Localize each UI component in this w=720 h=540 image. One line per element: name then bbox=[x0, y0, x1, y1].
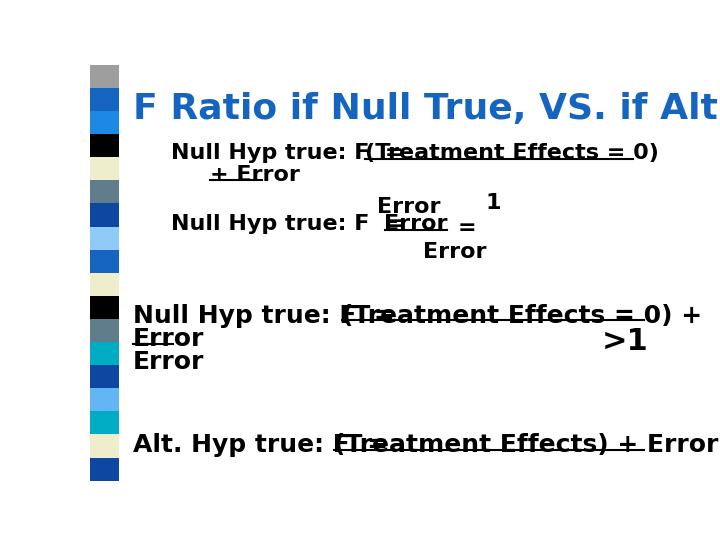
Text: Error: Error bbox=[377, 197, 440, 217]
Bar bbox=[90, 457, 120, 481]
Bar bbox=[90, 180, 120, 204]
Text: Null Hyp true: F  =: Null Hyp true: F = bbox=[132, 303, 412, 327]
Bar bbox=[90, 296, 120, 319]
Bar bbox=[90, 204, 120, 226]
Text: Alt. Hyp true: F  =: Alt. Hyp true: F = bbox=[132, 433, 405, 457]
Text: Error: Error bbox=[423, 242, 487, 262]
Text: Error: Error bbox=[132, 327, 204, 350]
Text: + Error: + Error bbox=[210, 165, 300, 185]
Text: Error: Error bbox=[384, 214, 447, 234]
Text: (Treatment Effects) + Error: (Treatment Effects) + Error bbox=[334, 433, 719, 457]
Text: Error: Error bbox=[132, 350, 204, 374]
Bar bbox=[90, 342, 120, 365]
Text: =: = bbox=[458, 218, 477, 238]
Bar bbox=[90, 249, 120, 273]
Text: >1: >1 bbox=[601, 327, 648, 356]
Text: (Treatment Effects = 0): (Treatment Effects = 0) bbox=[365, 143, 659, 163]
Bar bbox=[90, 434, 120, 457]
Text: F Ratio if Null True, VS. if Alt. True: F Ratio if Null True, VS. if Alt. True bbox=[132, 92, 720, 126]
Text: Null Hyp true: F  =: Null Hyp true: F = bbox=[171, 214, 404, 234]
Bar bbox=[90, 365, 120, 388]
Text: Null Hyp true: F  =: Null Hyp true: F = bbox=[171, 143, 419, 163]
Bar bbox=[90, 226, 120, 249]
Bar bbox=[90, 134, 120, 157]
Bar bbox=[90, 111, 120, 134]
Bar bbox=[90, 273, 120, 296]
Text: 1: 1 bbox=[485, 193, 500, 213]
Text: (Treatment Effects = 0) +: (Treatment Effects = 0) + bbox=[342, 303, 702, 327]
Bar bbox=[90, 65, 120, 88]
Bar bbox=[90, 388, 120, 411]
Bar bbox=[90, 319, 120, 342]
Bar bbox=[90, 411, 120, 434]
Bar bbox=[90, 88, 120, 111]
Bar bbox=[90, 157, 120, 180]
